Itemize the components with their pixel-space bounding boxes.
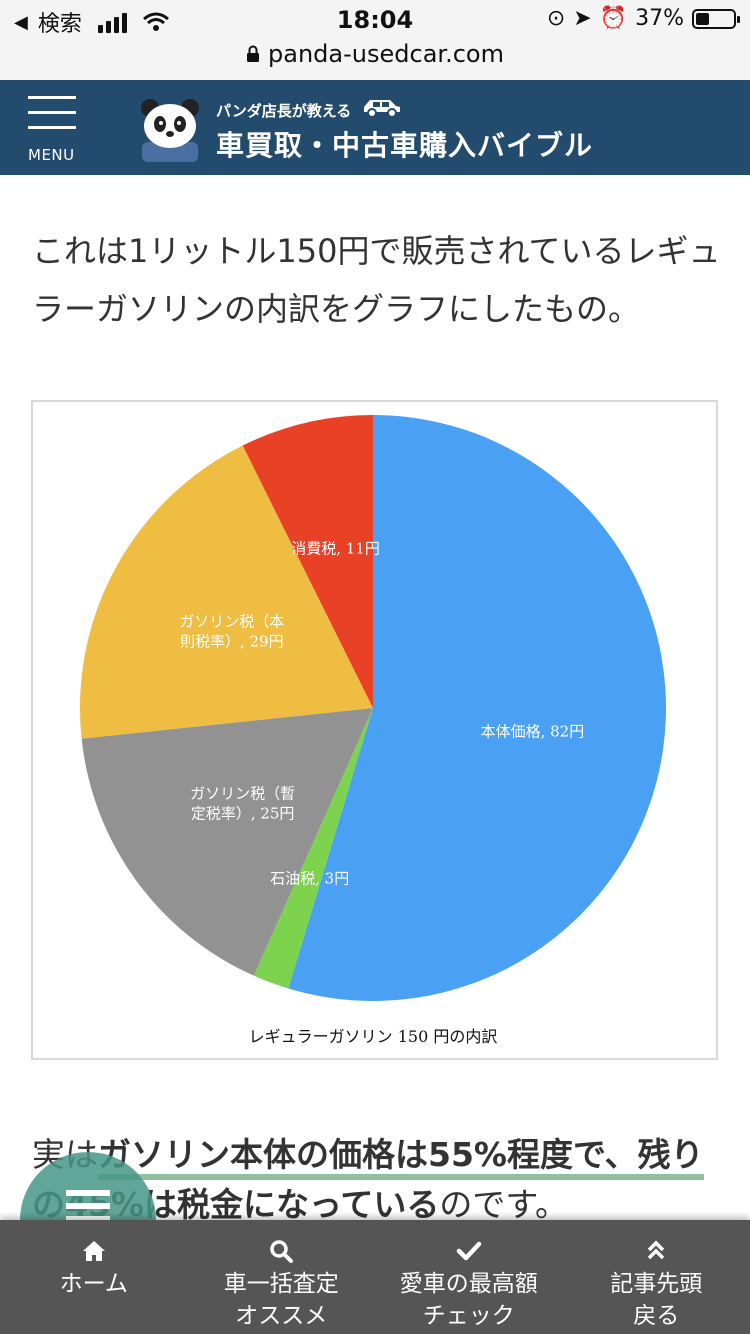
pie-chart-figure: 本体価格, 82円石油税, 3円 ガソリン税（暫定税率）, 25円 ガソリン税（本則…	[31, 400, 718, 1060]
lock-icon	[247, 45, 260, 62]
pie-slice-label: 消費税, 11円	[291, 539, 380, 557]
hamburger-menu-icon[interactable]	[28, 96, 76, 141]
intro-paragraph: これは1リットル150円で販売されているレギュラーガソリンの内訳をグラフにしたも…	[32, 232, 721, 328]
chart-caption: レギュラーガソリン 150 円の内訳	[249, 1027, 498, 1046]
pie-slice-label: ガソリン税（暫定税率）, 25円	[190, 785, 295, 823]
panda-logo-icon[interactable]	[136, 94, 204, 162]
chevron-up-icon	[648, 1240, 665, 1260]
nav-assessment-label: 車一括査定 オススメ	[223, 1271, 339, 1329]
status-bar: ◀ 検索 18:04 ⊙ ➤ ⏰ 37% panda-usedcar.com	[0, 0, 750, 80]
pie-slice-label: ガソリン税（本則税率）, 29円	[179, 612, 284, 650]
alarm-icon: ⏰	[599, 6, 628, 31]
status-right: ⊙ ➤ ⏰ 37%	[546, 6, 740, 31]
back-arrow-icon[interactable]: ◀	[14, 11, 28, 33]
pie-slice-label: 本体価格, 82円	[481, 723, 585, 741]
site-header: MENU パンダ店長が教える 車買取・中古車購入バイブル	[0, 80, 750, 175]
home-icon	[82, 1241, 105, 1261]
nav-home[interactable]: ホーム	[0, 1220, 188, 1334]
menu-label[interactable]: MENU	[28, 146, 75, 164]
check-icon	[456, 1241, 481, 1261]
battery-icon	[692, 8, 740, 29]
search-icon	[270, 1240, 294, 1263]
bottom-nav: ホーム 車一括査定 オススメ 愛車の最高額 チェック 記事先頭 戻る	[0, 1220, 750, 1334]
nav-check-price-label: 愛車の最高額 チェック	[399, 1271, 538, 1329]
pie-slice	[288, 415, 667, 1002]
orientation-lock-icon: ⊙	[546, 6, 566, 31]
nav-back-to-top[interactable]: 記事先頭 戻る	[563, 1220, 750, 1334]
signal-icon	[97, 11, 127, 33]
site-title[interactable]: 車買取・中古車購入バイブル	[216, 129, 594, 162]
url-text[interactable]: panda-usedcar.com	[268, 40, 504, 68]
pie-slice	[242, 415, 373, 708]
wifi-icon	[142, 12, 169, 31]
pie-slice	[81, 708, 373, 976]
nav-assessment[interactable]: 車一括査定 オススメ	[188, 1220, 376, 1334]
back-label[interactable]: 検索	[37, 12, 82, 37]
para-suffix: のです。	[439, 1185, 569, 1224]
logo-subtitle: パンダ店長が教える	[216, 102, 352, 120]
nav-home-label: ホーム	[59, 1271, 128, 1297]
pie-slice	[253, 708, 373, 989]
list-icon	[66, 1190, 110, 1229]
pie-slice	[80, 445, 373, 739]
nav-back-to-top-label: 記事先頭 戻る	[610, 1271, 703, 1329]
status-left: ◀ 検索	[14, 6, 169, 38]
clock-time: 18:04	[336, 6, 414, 34]
battery-fill	[696, 12, 710, 25]
location-icon: ➤	[573, 6, 592, 31]
address-bar[interactable]: panda-usedcar.com	[0, 40, 750, 68]
pie-slice-label: 石油税, 3円	[270, 869, 349, 887]
car-icon	[364, 100, 400, 118]
battery-percent: 37%	[635, 6, 684, 31]
nav-check-price[interactable]: 愛車の最高額 チェック	[375, 1220, 563, 1334]
